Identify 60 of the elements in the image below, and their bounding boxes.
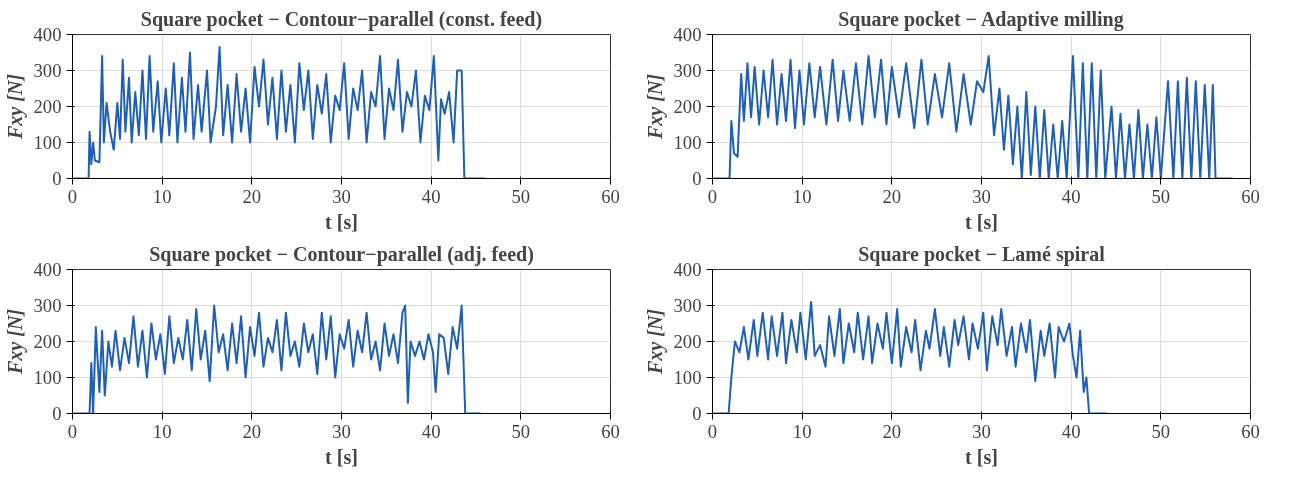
y-tick-label: 300 — [673, 60, 702, 81]
x-tick-label: 40 — [1061, 420, 1081, 442]
y-tick-label: 300 — [33, 60, 62, 81]
x-axis-title: t [s] — [965, 210, 998, 233]
y-tick-label: 200 — [33, 331, 62, 352]
x-tick-label: 20 — [882, 185, 902, 207]
y-tick-label: 0 — [52, 403, 62, 424]
y-tick-label: 0 — [692, 403, 702, 424]
y-axis-title: Fxy [N] — [643, 73, 667, 140]
y-tick-label: 200 — [33, 96, 62, 117]
y-tick-label: 200 — [673, 331, 702, 352]
x-tick-label: 50 — [511, 185, 531, 207]
x-tick-label: 10 — [792, 185, 812, 207]
x-tick-label: 60 — [1241, 420, 1260, 442]
chart-title: Square pocket − Adaptive milling — [838, 7, 1124, 31]
y-axis-title: Fxy [N] — [3, 308, 27, 375]
chart-title: Square pocket − Contour−parallel (adj. feed) — [149, 242, 534, 266]
x-tick-label: 60 — [1241, 185, 1260, 207]
y-axis-title: Fxy [N] — [3, 73, 27, 140]
y-tick-label: 400 — [673, 24, 702, 45]
x-tick-label: 0 — [707, 420, 718, 442]
x-axis-title: t [s] — [965, 445, 998, 468]
y-axis-title: Fxy [N] — [643, 308, 667, 375]
y-tick-label: 400 — [33, 259, 62, 280]
y-tick-label: 0 — [52, 168, 62, 189]
x-tick-label: 30 — [972, 420, 991, 442]
x-tick-label: 50 — [1151, 420, 1171, 442]
y-tick-label: 400 — [673, 259, 702, 280]
y-tick-label: 300 — [33, 295, 62, 316]
x-tick-label: 50 — [1151, 185, 1171, 207]
x-tick-label: 20 — [242, 185, 262, 207]
y-tick-label: 100 — [33, 367, 62, 388]
x-tick-label: 10 — [152, 420, 172, 442]
y-tick-label: 100 — [673, 132, 702, 153]
x-tick-label: 40 — [1061, 185, 1081, 207]
x-tick-label: 30 — [332, 420, 351, 442]
y-tick-label: 100 — [673, 367, 702, 388]
x-tick-label: 0 — [707, 185, 718, 207]
x-tick-label: 40 — [421, 420, 441, 442]
x-tick-label: 60 — [601, 185, 620, 207]
x-tick-label: 30 — [972, 185, 991, 207]
x-tick-label: 40 — [421, 185, 441, 207]
x-tick-label: 10 — [152, 185, 172, 207]
x-tick-label: 10 — [792, 420, 812, 442]
chart-title: Square pocket − Contour−parallel (const. feed) — [140, 7, 543, 31]
x-axis-title: t [s] — [325, 210, 358, 233]
x-tick-label: 50 — [511, 420, 531, 442]
chart-title: Square pocket − Lamé spiral — [858, 242, 1106, 266]
x-tick-label: 20 — [882, 420, 902, 442]
x-tick-label: 60 — [601, 420, 620, 442]
y-tick-label: 100 — [33, 132, 62, 153]
x-tick-label: 20 — [242, 420, 262, 442]
x-tick-label: 0 — [67, 420, 78, 442]
x-tick-label: 0 — [67, 185, 78, 207]
y-tick-label: 400 — [33, 24, 62, 45]
x-axis-title: t [s] — [325, 445, 358, 468]
x-tick-label: 30 — [332, 185, 351, 207]
y-tick-label: 300 — [673, 295, 702, 316]
y-tick-label: 0 — [692, 168, 702, 189]
y-tick-label: 200 — [673, 96, 702, 117]
